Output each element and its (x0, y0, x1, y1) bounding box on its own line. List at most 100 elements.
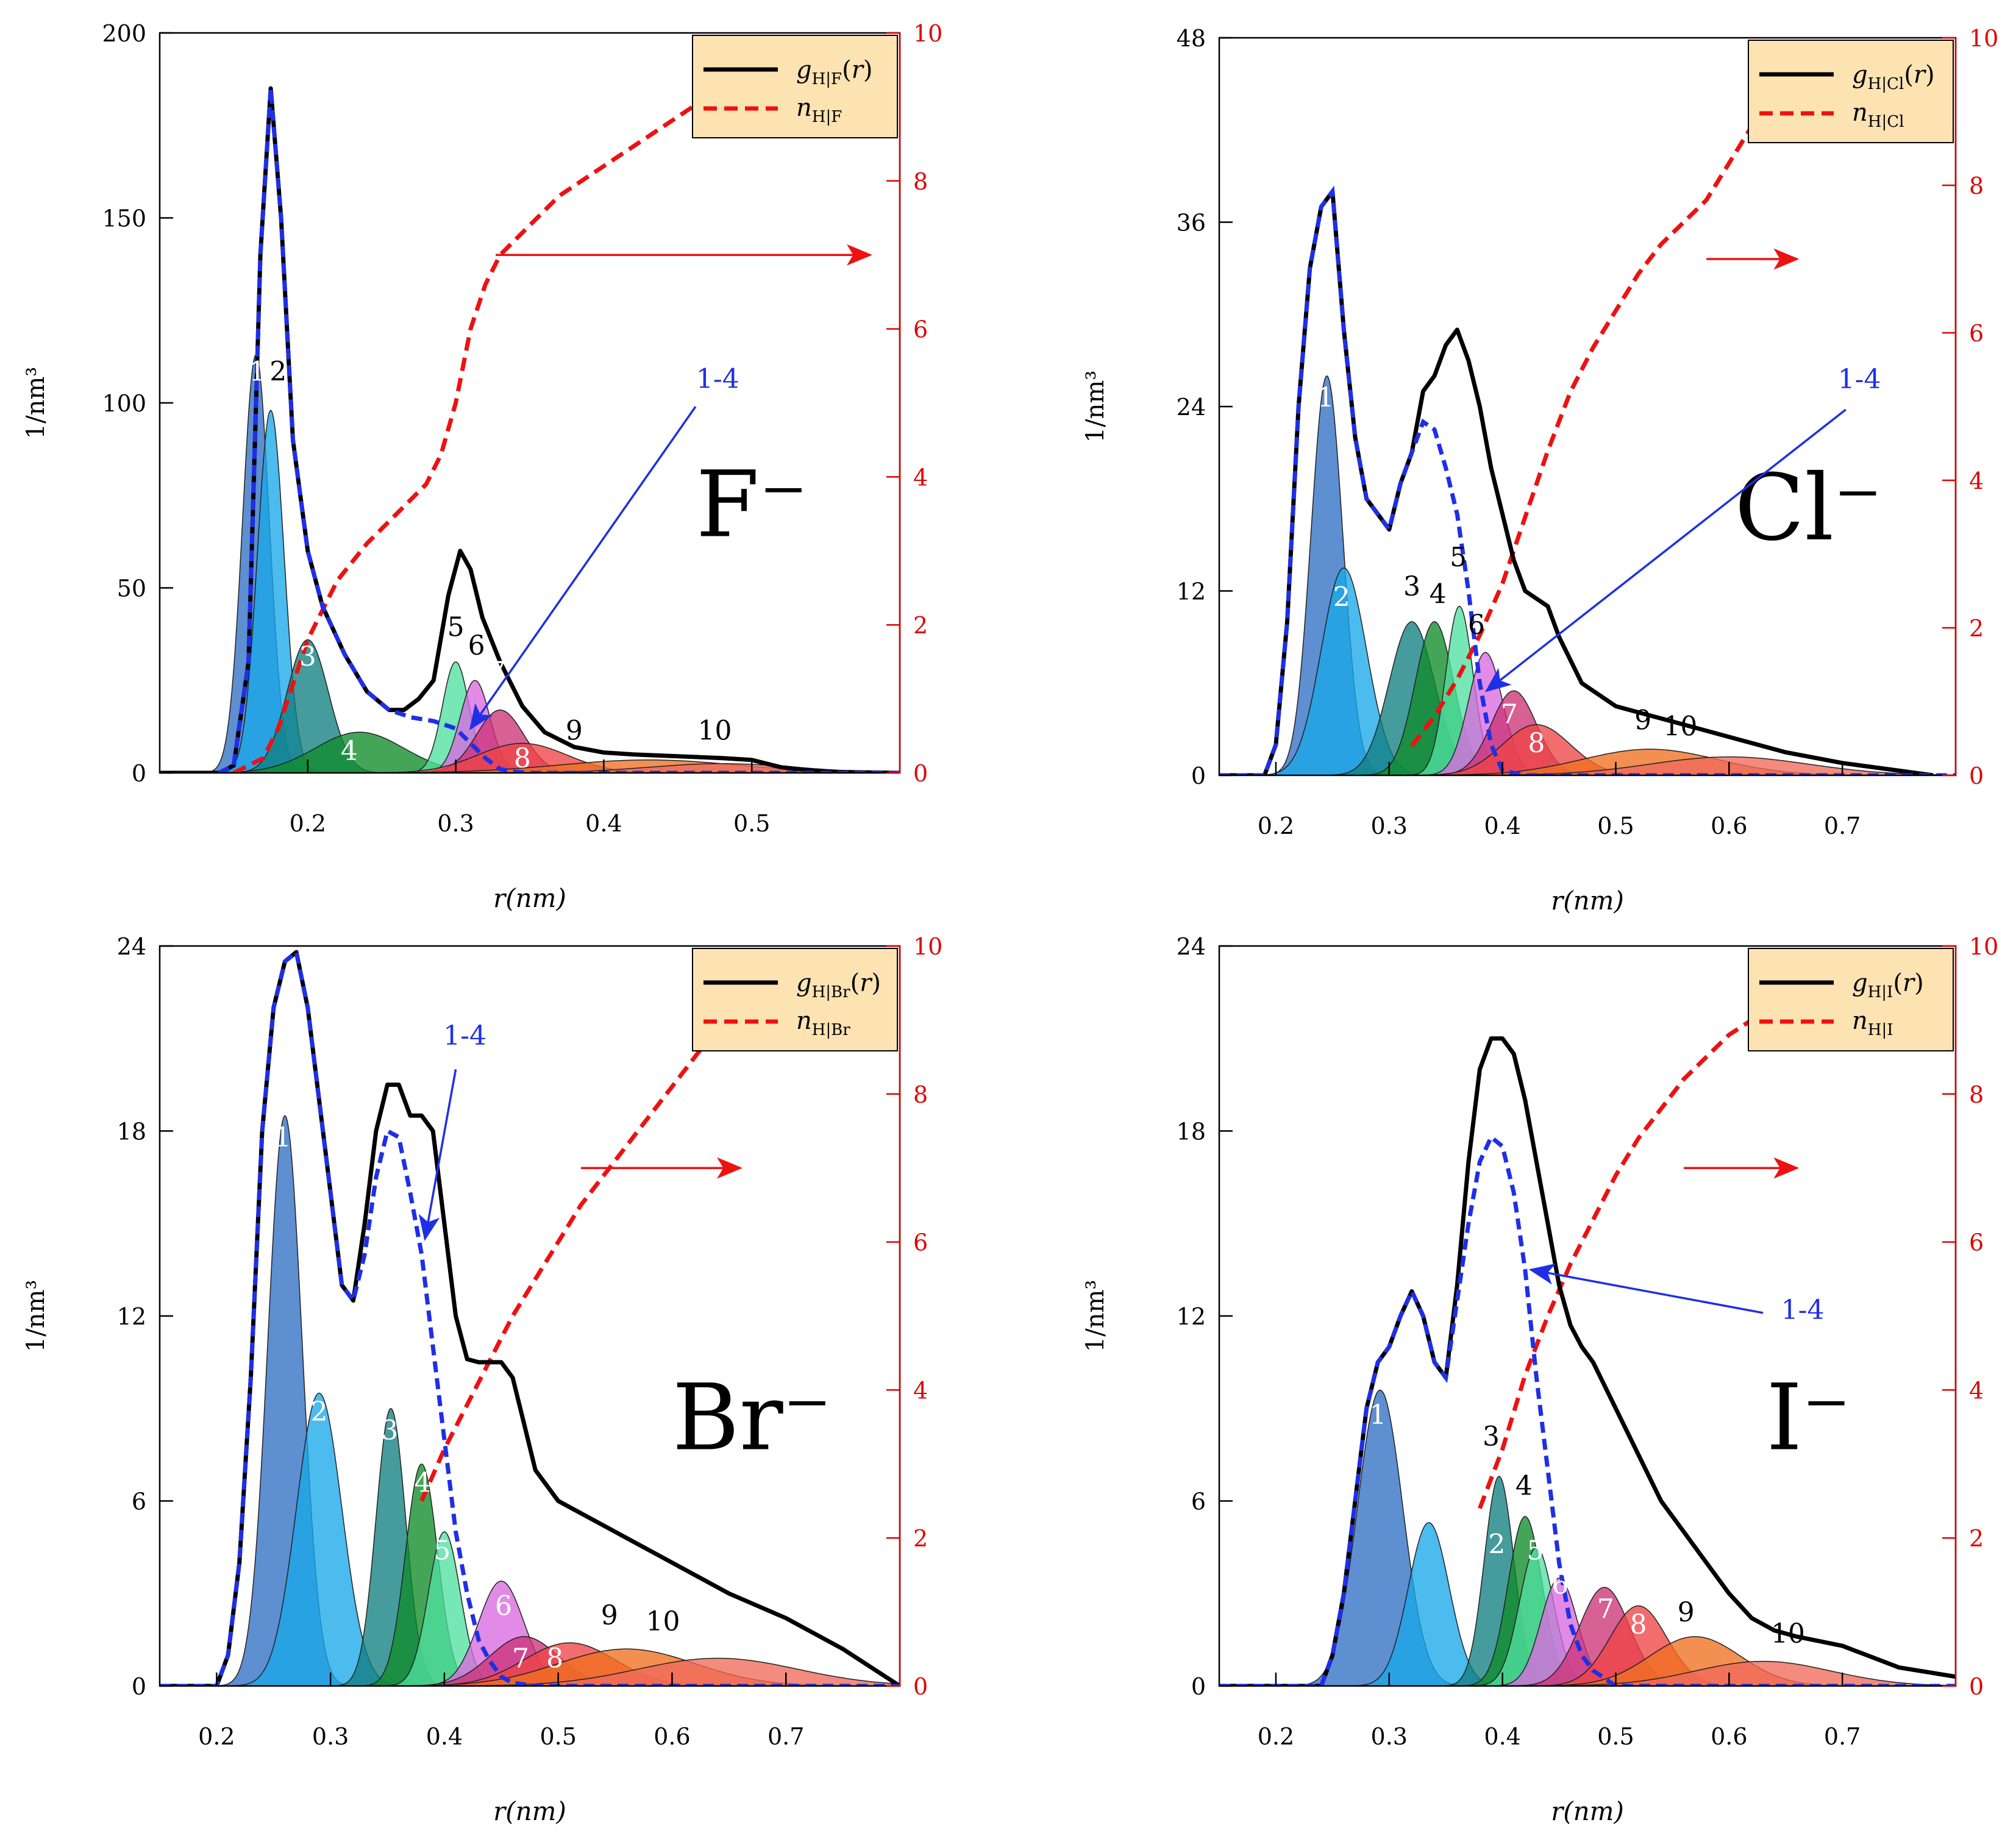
y2-tick-label: 2 (1969, 1525, 1984, 1552)
shell-areas (160, 354, 900, 773)
legend-n-label: nH|Br (796, 1007, 850, 1039)
shell-7-label: 7 (1597, 1594, 1614, 1625)
y2-tick-label: 0 (1969, 1673, 1984, 1700)
shells-1-4-curve (1219, 185, 1956, 775)
shell-5-label: 5 (1527, 1535, 1544, 1566)
y-tick-label: 18 (117, 1118, 146, 1145)
shell-1-label: 1 (274, 1122, 291, 1153)
y-tick-label: 12 (1177, 578, 1206, 605)
y-tick-label: 24 (1177, 933, 1206, 960)
y-tick-label: 0 (132, 760, 146, 787)
y2-tick-label: 4 (913, 1377, 928, 1404)
shell-10-label: 10 (646, 1606, 680, 1637)
x-tick-label: 0.6 (1711, 813, 1747, 839)
x-tick-label: 0.7 (1824, 1723, 1861, 1750)
y-axis-label: 1/nm³ (1081, 1280, 1110, 1353)
shell-1-label: 1 (1317, 382, 1334, 413)
y2-tick-label: 8 (1969, 172, 1984, 199)
y-tick-label: 24 (1177, 394, 1206, 421)
y-tick-label: 48 (1177, 25, 1206, 52)
x-tick-label: 0.2 (290, 810, 326, 837)
x-tick-label: 0.5 (1597, 813, 1634, 839)
y-tick-label: 200 (102, 20, 146, 47)
legend: gH|F(r) nH|F (692, 35, 898, 138)
n-curve (1410, 51, 1799, 747)
x-tick-label: 0.2 (1258, 1723, 1294, 1750)
x-axis-label: r(nm) (1551, 886, 1624, 916)
y-tick-label: 50 (117, 575, 146, 602)
ion-label: Cl⁻ (1734, 455, 1882, 561)
legend: gH|Cl(r) nH|Cl (1748, 40, 1954, 143)
y-axis-label: 1/nm³ (22, 367, 50, 439)
y-tick-label: 12 (117, 1303, 146, 1330)
shell-6-label: 6 (495, 1591, 512, 1622)
y2-tick-label: 8 (913, 1081, 928, 1108)
ion-label: F⁻ (696, 452, 808, 558)
annotation-label: 1-4 (443, 1020, 486, 1051)
annotation-arrow (1484, 408, 1847, 692)
shell-10-label: 10 (698, 715, 732, 746)
shell-6-label: 6 (1468, 610, 1485, 641)
shell-7-label: 7 (1501, 699, 1518, 730)
x-axis-label: r(nm) (493, 883, 566, 913)
shell-areas (1278, 1389, 1956, 1686)
x-tick-label: 0.5 (1597, 1723, 1634, 1750)
shell-4-label: 4 (1516, 1470, 1533, 1501)
y-tick-label: 150 (102, 205, 146, 232)
y2-tick-label: 6 (1969, 1229, 1984, 1256)
shell-2-label: 2 (1333, 582, 1350, 613)
y2-tick-label: 6 (1969, 320, 1984, 347)
y2-tick-label: 2 (913, 612, 928, 639)
y2-tick-label: 10 (1969, 25, 1998, 52)
legend-g-label: gH|Cl(r) (1852, 61, 1935, 93)
shell-7-label: 7 (512, 1643, 529, 1674)
shell-1-label: 1 (1369, 1399, 1386, 1431)
shell-3-label: 3 (1483, 1421, 1500, 1452)
annotation-arrow (1528, 1263, 1764, 1314)
x-tick-label: 0.3 (1371, 1723, 1408, 1750)
y-tick-label: 0 (1191, 1673, 1206, 1700)
shell-8-label: 8 (1630, 1609, 1647, 1640)
g-curve (1219, 1036, 1956, 1686)
shell-6-label: 6 (468, 630, 485, 661)
shell-9-label: 9 (1634, 705, 1651, 736)
shell-2-label: 2 (310, 1396, 327, 1428)
y2-tick-label: 4 (1969, 1377, 1984, 1404)
x-tick-label: 0.4 (1484, 1723, 1520, 1750)
legend-n-label: nH|F (796, 94, 842, 126)
y2-tick-label: 0 (1969, 763, 1984, 789)
x-tick-label: 0.6 (654, 1723, 690, 1750)
ion-label: Br⁻ (672, 1365, 832, 1471)
y-tick-label: 6 (1191, 1488, 1206, 1515)
y2-tick-label: 0 (913, 1673, 928, 1700)
x-tick-label: 0.7 (768, 1723, 804, 1750)
legend-g-label: gH|F(r) (796, 56, 872, 88)
y2-tick-label: 6 (913, 316, 928, 343)
x-tick-label: 0.4 (426, 1723, 463, 1750)
legend: gH|I(r) nH|I (1748, 948, 1954, 1051)
x-tick-label: 0.3 (312, 1723, 349, 1750)
shell-2-label: 2 (1488, 1529, 1505, 1560)
shell-10-label: 10 (1663, 711, 1697, 742)
shell-8-label: 8 (546, 1643, 563, 1674)
x-tick-label: 0.2 (198, 1723, 235, 1750)
annotation-label: 1-4 (1838, 364, 1881, 395)
x-axis-label: r(nm) (493, 1796, 566, 1826)
shell-3-label: 3 (299, 641, 316, 672)
shell-3-label: 3 (381, 1415, 398, 1446)
y-axis-label: 1/nm³ (22, 1280, 50, 1353)
y2-tick-label: 6 (913, 1229, 928, 1256)
shells-1-4-curve (1219, 1134, 1956, 1686)
shell-9-label: 9 (566, 715, 583, 746)
y-tick-label: 0 (132, 1673, 146, 1700)
x-tick-label: 0.4 (585, 810, 622, 837)
y-tick-label: 100 (102, 390, 146, 417)
y2-tick-label: 10 (1969, 933, 1998, 960)
shell-8-label: 8 (514, 743, 531, 774)
shell-4-label: 4 (341, 736, 358, 767)
y2-tick-label: 10 (913, 20, 942, 47)
shell-3-label: 3 (1403, 571, 1420, 602)
x-tick-label: 0.4 (1484, 813, 1520, 839)
